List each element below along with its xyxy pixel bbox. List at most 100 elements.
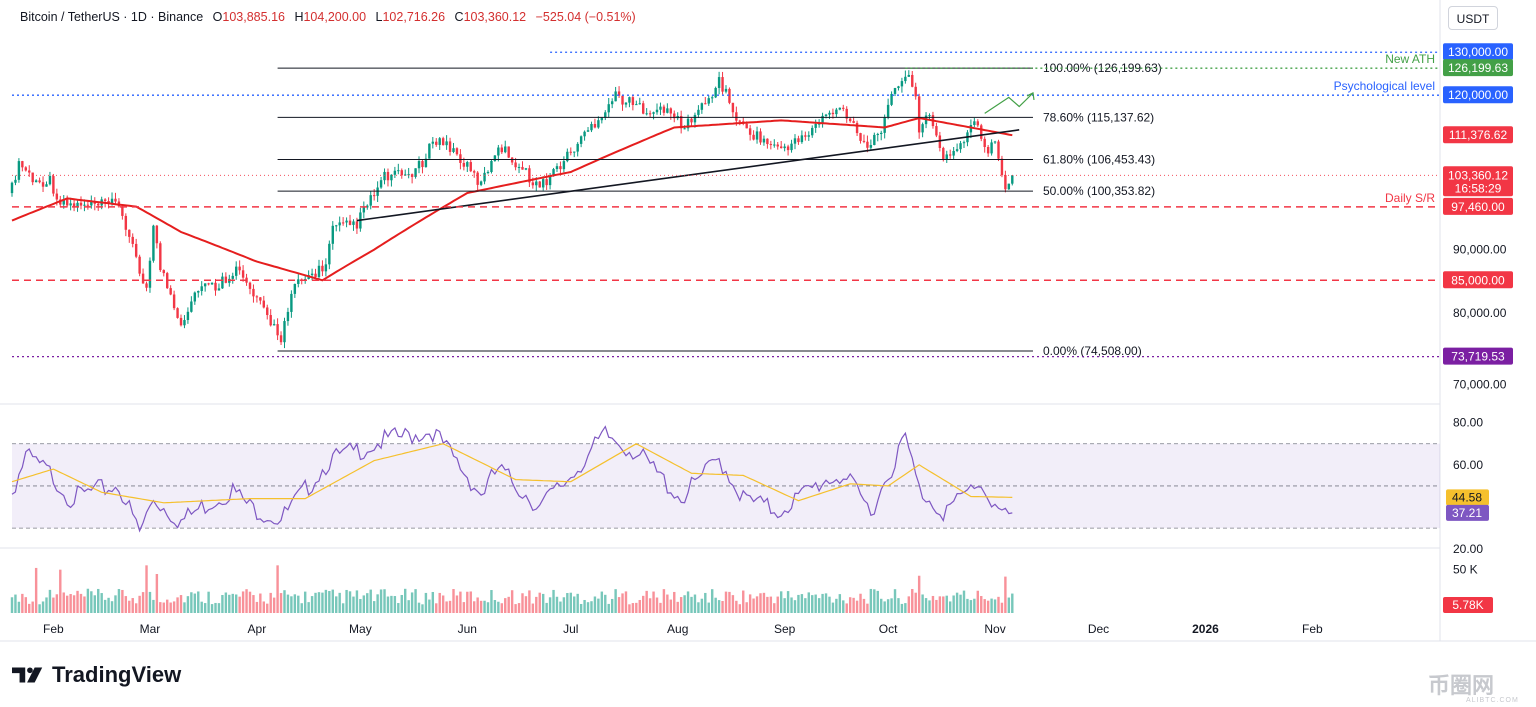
volume-bar [531,603,535,613]
volume-bar [445,601,448,613]
candle-body [900,81,904,87]
volume-bar [814,594,817,613]
volume-bar [673,591,676,613]
volume-bar [441,595,445,613]
candle-body [417,161,421,169]
fib-level-label: 100.00% (126,199.63) [1043,61,1162,75]
candle-body [352,221,355,225]
volume-bar [355,590,359,613]
candle-body [942,147,945,160]
candle-body [714,87,717,98]
volume-bar [90,591,93,613]
candle-body [504,146,507,153]
volume-bar [324,589,328,613]
volume-bar [662,589,666,613]
volume-bar [69,594,72,613]
volume-bar [479,600,483,613]
volume-bar [573,596,576,613]
volume-bar [348,591,352,613]
volume-bar [207,591,210,613]
volume-bar [383,589,386,613]
candle-body [393,170,397,175]
volume-bar [917,575,921,613]
candle-body [400,170,403,176]
volume-bar [704,592,707,613]
candle-body [704,103,707,105]
volume-bar [980,596,983,613]
volume-bar [652,591,655,613]
candle-body [172,294,176,309]
price-tag-value: 126,199.63 [1448,61,1508,75]
volume-bar [386,596,390,613]
rsi-axis-tick: 80.00 [1453,416,1483,430]
volume-bar [186,596,190,613]
candle-body [666,108,669,113]
price-axis-tick: 80,000.00 [1453,306,1507,320]
candle-body [297,279,300,284]
volume-bar [645,590,648,613]
volume-bar [607,603,610,613]
price-tag [1443,347,1513,365]
candle-body [448,141,452,152]
volume-bar [86,588,90,613]
candle-body [997,141,1000,159]
volume-bar [338,592,341,613]
candle-body [293,283,297,294]
volume-bar [100,593,103,613]
candle-body [735,112,738,121]
candle-body [386,171,390,181]
candle-body [469,162,472,172]
candle-body [114,198,117,202]
volume-bar [421,604,424,613]
candle-body [907,74,911,77]
moving-average-line [11,116,1013,282]
candle-body [141,273,145,284]
tradingview-brand[interactable]: TradingView [12,662,181,688]
candle-body [200,286,203,292]
candle-body [276,324,279,336]
candle-body [938,135,942,148]
candle-body [614,91,617,102]
volume-bar [269,592,272,613]
volume-bar [728,591,731,613]
volume-bar [435,603,438,613]
candle-body [21,161,24,168]
volume-bar [514,604,517,613]
volume-bar [990,598,993,613]
volume-bar [448,600,452,613]
currency-button[interactable]: USDT [1448,6,1498,30]
candle-body [514,162,517,168]
volume-bar [362,595,366,613]
volume-bar [141,592,145,613]
candle-body [880,132,883,135]
volume-bar [17,601,21,613]
candle-body [866,141,869,148]
rsi-value-tag-text: 44.58 [1452,490,1482,504]
candle-body [490,160,493,172]
volume-bar [486,602,490,613]
candle-body [576,143,579,152]
volume-bar [159,602,162,613]
candle-body [366,205,369,208]
volume-bar [152,599,155,613]
candle-body [404,174,407,176]
volume-bar [31,601,34,613]
candle-body [935,126,938,136]
volume-bar [331,589,334,613]
volume-bar [928,600,931,613]
candle-body [310,273,314,276]
volume-bar [404,588,407,613]
volume-bar [79,593,83,613]
candle-body [331,225,334,244]
candle-body [290,293,293,312]
candle-body [193,292,197,302]
volume-bar [521,593,524,613]
candle-body [324,264,328,272]
candle-body [811,127,814,136]
volume-bar [155,574,159,613]
volume-bar [659,602,662,613]
volume-bar [880,598,883,613]
volume-bar [276,565,279,613]
volume-bar [203,603,207,613]
